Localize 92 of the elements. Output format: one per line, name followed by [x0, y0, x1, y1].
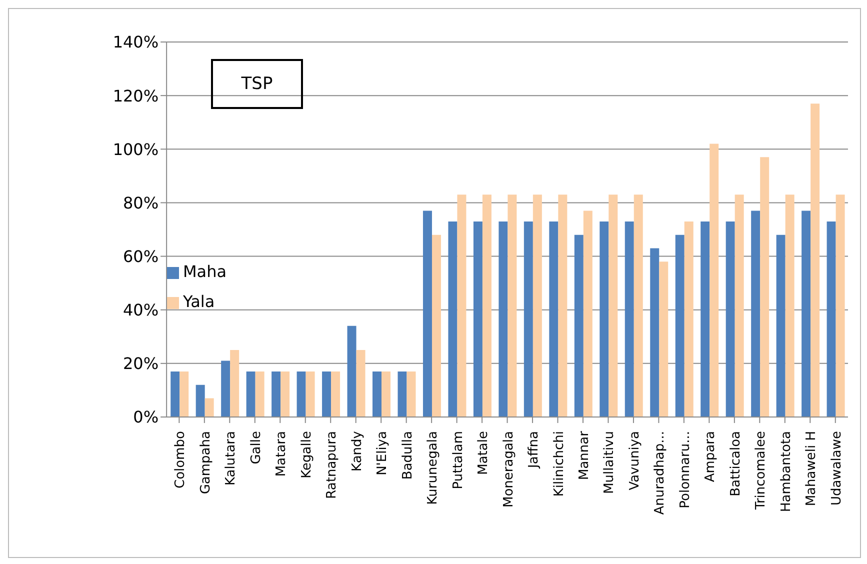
bar: [372, 371, 382, 417]
bar: [659, 262, 668, 417]
bar: [776, 234, 786, 417]
bar: [836, 194, 845, 417]
bar: [634, 194, 643, 417]
bar: [574, 234, 584, 417]
bar: [498, 221, 508, 417]
bar: [356, 350, 366, 417]
bar: [583, 210, 592, 417]
bar: [734, 194, 744, 417]
bar: [347, 326, 356, 417]
bar: [457, 194, 466, 417]
bar: [306, 371, 315, 417]
bar: [382, 371, 391, 417]
x-tick-label: Moneragala: [501, 431, 516, 508]
bar: [170, 371, 180, 417]
y-tick-label: 120%: [112, 86, 159, 106]
bar: [532, 194, 542, 417]
x-tick-label: Galle: [248, 431, 264, 464]
y-tick-label: 100%: [112, 140, 159, 159]
x-tick-label: Polonnaru...: [678, 431, 693, 508]
bar: [255, 371, 264, 417]
x-tick-label: Jaffna: [526, 431, 542, 469]
y-tick-label: 80%: [123, 193, 159, 212]
bar: [331, 371, 340, 417]
bar: [196, 384, 205, 417]
bar: [650, 248, 660, 417]
x-tick-label: Gampaha: [198, 431, 214, 494]
bar: [726, 221, 735, 417]
legend-label: Maha: [183, 262, 227, 281]
bar: [684, 221, 694, 417]
bar: [398, 371, 407, 417]
x-tick-label: Mullaitivu: [602, 431, 618, 494]
x-tick-label: Udawalawe: [829, 431, 844, 506]
x-tick-label: Vavuniya: [627, 431, 642, 490]
bar: [448, 221, 458, 417]
x-tick-label: Mahaweli H: [804, 431, 820, 506]
bar: [624, 221, 634, 417]
legend-label: Yala: [183, 292, 215, 311]
bar: [482, 194, 492, 417]
x-tick-label: Matara: [274, 431, 290, 477]
x-tick-label: Kegalle: [299, 431, 314, 478]
x-tick-label: Trincomalee: [754, 431, 769, 511]
y-tick-label: 0%: [133, 408, 159, 427]
bar: [608, 194, 618, 417]
bar: [180, 371, 189, 417]
bar: [280, 371, 290, 417]
x-tick-label: Hambantota: [778, 431, 794, 512]
x-tick-label: Kandy: [350, 430, 365, 472]
bar: [246, 371, 256, 417]
bar: [508, 194, 517, 417]
bar: [524, 221, 533, 417]
x-tick-label: Ratnapura: [324, 431, 340, 499]
bar: [558, 194, 568, 417]
x-tick-label: Matale: [476, 431, 492, 475]
bar: [751, 210, 760, 417]
x-tick-label: Ampara: [703, 431, 718, 482]
bar: [406, 371, 416, 417]
x-tick-label: Kalutara: [224, 431, 239, 486]
bar: [760, 157, 770, 417]
x-tick-label: Mannar: [576, 430, 592, 480]
x-tick-label: Puttalam: [450, 431, 466, 490]
bar: [785, 194, 794, 417]
x-tick-label: Batticaloa: [728, 431, 744, 496]
x-tick-label: Kilinichchi: [552, 431, 567, 497]
x-tick-label: Colombo: [173, 430, 188, 488]
y-tick-label: 140%: [112, 32, 159, 52]
bar: [802, 210, 811, 417]
bar: [710, 144, 719, 417]
bar: [675, 234, 684, 417]
x-tick-label: N'Eliya: [375, 431, 390, 476]
y-tick-label: 20%: [123, 354, 159, 374]
bar: [272, 371, 281, 417]
y-tick-label: 40%: [123, 300, 159, 320]
bar: [322, 371, 332, 417]
bar: [221, 360, 230, 417]
x-tick-label: Kurunegala: [426, 431, 441, 505]
y-tick-label: 60%: [123, 246, 159, 266]
bar: [473, 221, 482, 417]
bar: [700, 221, 710, 417]
bar: [549, 221, 558, 417]
x-tick-label: Anuradhap...: [652, 431, 668, 515]
title-frame: TSP: [211, 59, 303, 109]
bar: [422, 210, 432, 417]
bar: [204, 398, 214, 417]
bar: [826, 221, 836, 417]
bar: [810, 104, 820, 417]
bar: [432, 234, 441, 417]
bar: [230, 350, 240, 417]
x-tick-label: Badulla: [400, 431, 416, 480]
bar: [600, 221, 609, 417]
bar: [296, 371, 306, 417]
